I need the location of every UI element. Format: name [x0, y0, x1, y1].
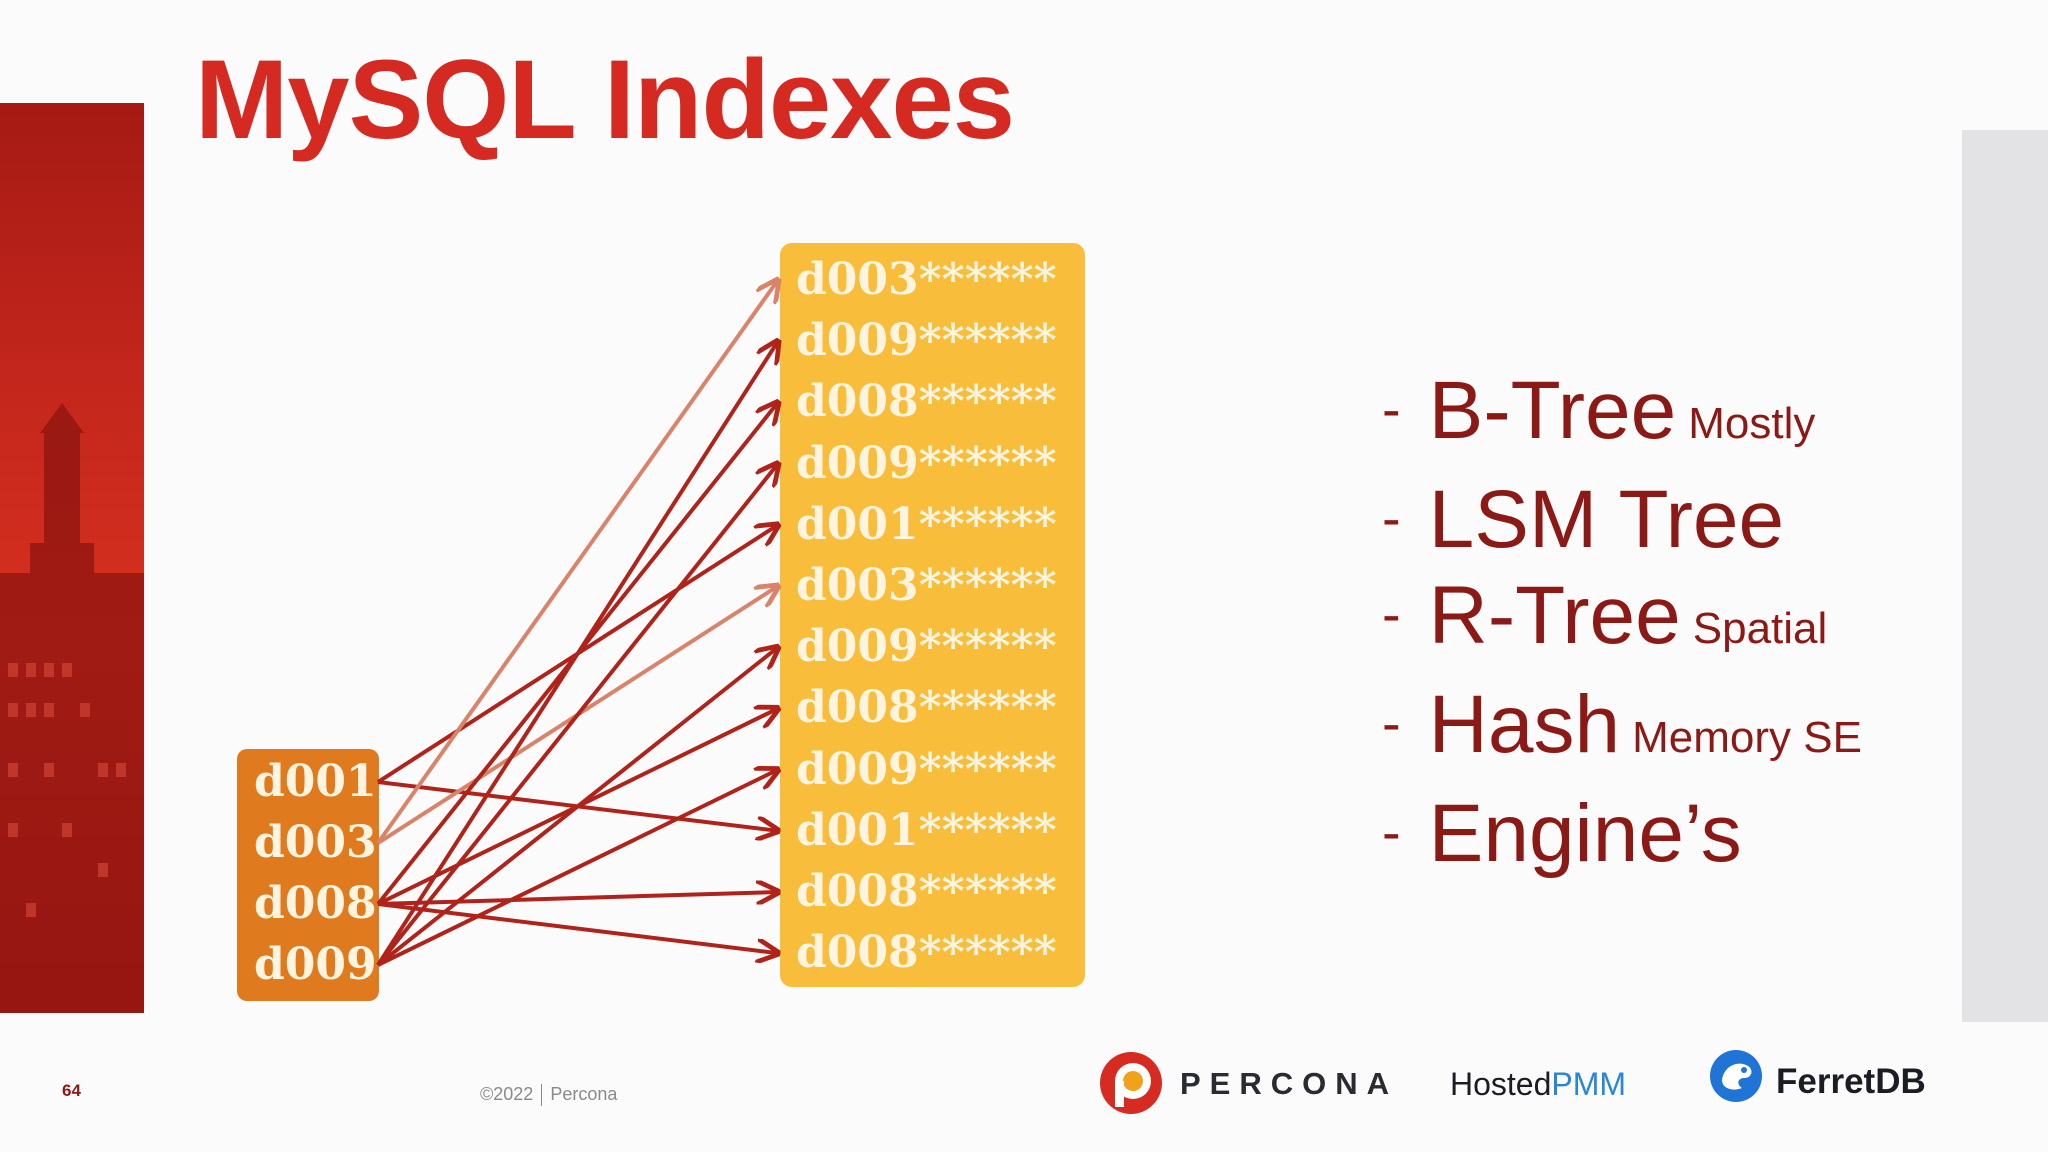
index-entry: d001******: [796, 498, 1057, 550]
percona-logo-icon: [1100, 1052, 1162, 1114]
index-entry: d009******: [796, 621, 1057, 673]
index-type-note: Memory SE: [1632, 713, 1862, 762]
mapping-arrow: [377, 892, 778, 906]
bullet-dash: -: [1382, 691, 1401, 754]
index-type-label: Engine’s: [1428, 788, 1742, 879]
slide-title: MySQL Indexes: [195, 37, 1015, 162]
copyright-year: ©2022: [480, 1084, 534, 1104]
index-type-item: - Engine’s: [1382, 785, 1862, 881]
bullet-dash: -: [1382, 486, 1401, 549]
source-key: d001: [254, 756, 377, 807]
hostedpmm-wordmark: HostedPMM: [1450, 1066, 1626, 1103]
source-key: d003: [254, 817, 377, 868]
index-type-label: LSM Tree: [1428, 474, 1785, 565]
index-type-label: B-Tree: [1428, 365, 1677, 456]
index-type-item: - B-Tree Mostly: [1382, 362, 1862, 471]
hosted-suffix: PMM: [1551, 1066, 1627, 1102]
index-type-item: - R-Tree Spatial: [1382, 567, 1862, 676]
mapping-arrow: [377, 902, 778, 953]
index-entry: d008******: [796, 927, 1057, 979]
index-entry: d003******: [796, 254, 1057, 305]
source-key-box: [237, 749, 379, 1001]
bullet-dash: -: [1382, 582, 1401, 645]
bullet-dash: -: [1382, 800, 1401, 863]
mapping-arrow: [376, 280, 778, 845]
index-entry: d009******: [796, 315, 1057, 367]
index-entry: d003******: [796, 560, 1057, 611]
copyright-owner: Percona: [550, 1084, 618, 1104]
footer-divider: [541, 1084, 543, 1107]
source-key: d009: [254, 939, 377, 990]
istanbul-photo-strip: [0, 103, 144, 1013]
index-type-list: - B-Tree Mostly - LSM Tree - R-Tree Spatial - Has…: [1382, 362, 1862, 881]
index-entry: d009******: [796, 743, 1057, 795]
index-entry: d008******: [796, 866, 1057, 917]
percona-wordmark: PERCONA: [1180, 1066, 1399, 1101]
ferretdb-wordmark: FerretDB: [1776, 1062, 1926, 1101]
right-decor-panel: [1962, 130, 2048, 1022]
page-number: 64: [62, 1081, 81, 1100]
index-entries-box: [780, 243, 1085, 987]
bullet-dash: -: [1382, 377, 1401, 440]
index-type-item: - Hash Memory SE: [1382, 676, 1862, 785]
ferretdb-logo-icon: [1710, 1050, 1762, 1102]
index-entry: d009******: [796, 437, 1057, 489]
mapping-arrow: [376, 464, 778, 967]
hosted-prefix: Hosted: [1450, 1066, 1552, 1102]
index-type-note: Mostly: [1688, 399, 1816, 448]
index-type-label: Hash: [1428, 679, 1621, 770]
index-entry: d001******: [796, 804, 1057, 856]
index-type-item: - LSM Tree: [1382, 471, 1862, 567]
mapping-arrow: [376, 341, 778, 967]
mapping-arrow: [377, 770, 778, 967]
source-key: d008: [254, 878, 377, 929]
copyright-footer: ©2022 Percona: [480, 1084, 618, 1107]
mapping-arrow: [376, 647, 778, 967]
index-type-note: Spatial: [1692, 604, 1828, 653]
index-type-label: R-Tree: [1428, 570, 1681, 661]
index-entry: d008******: [796, 682, 1057, 734]
index-entry: d008******: [796, 376, 1057, 428]
